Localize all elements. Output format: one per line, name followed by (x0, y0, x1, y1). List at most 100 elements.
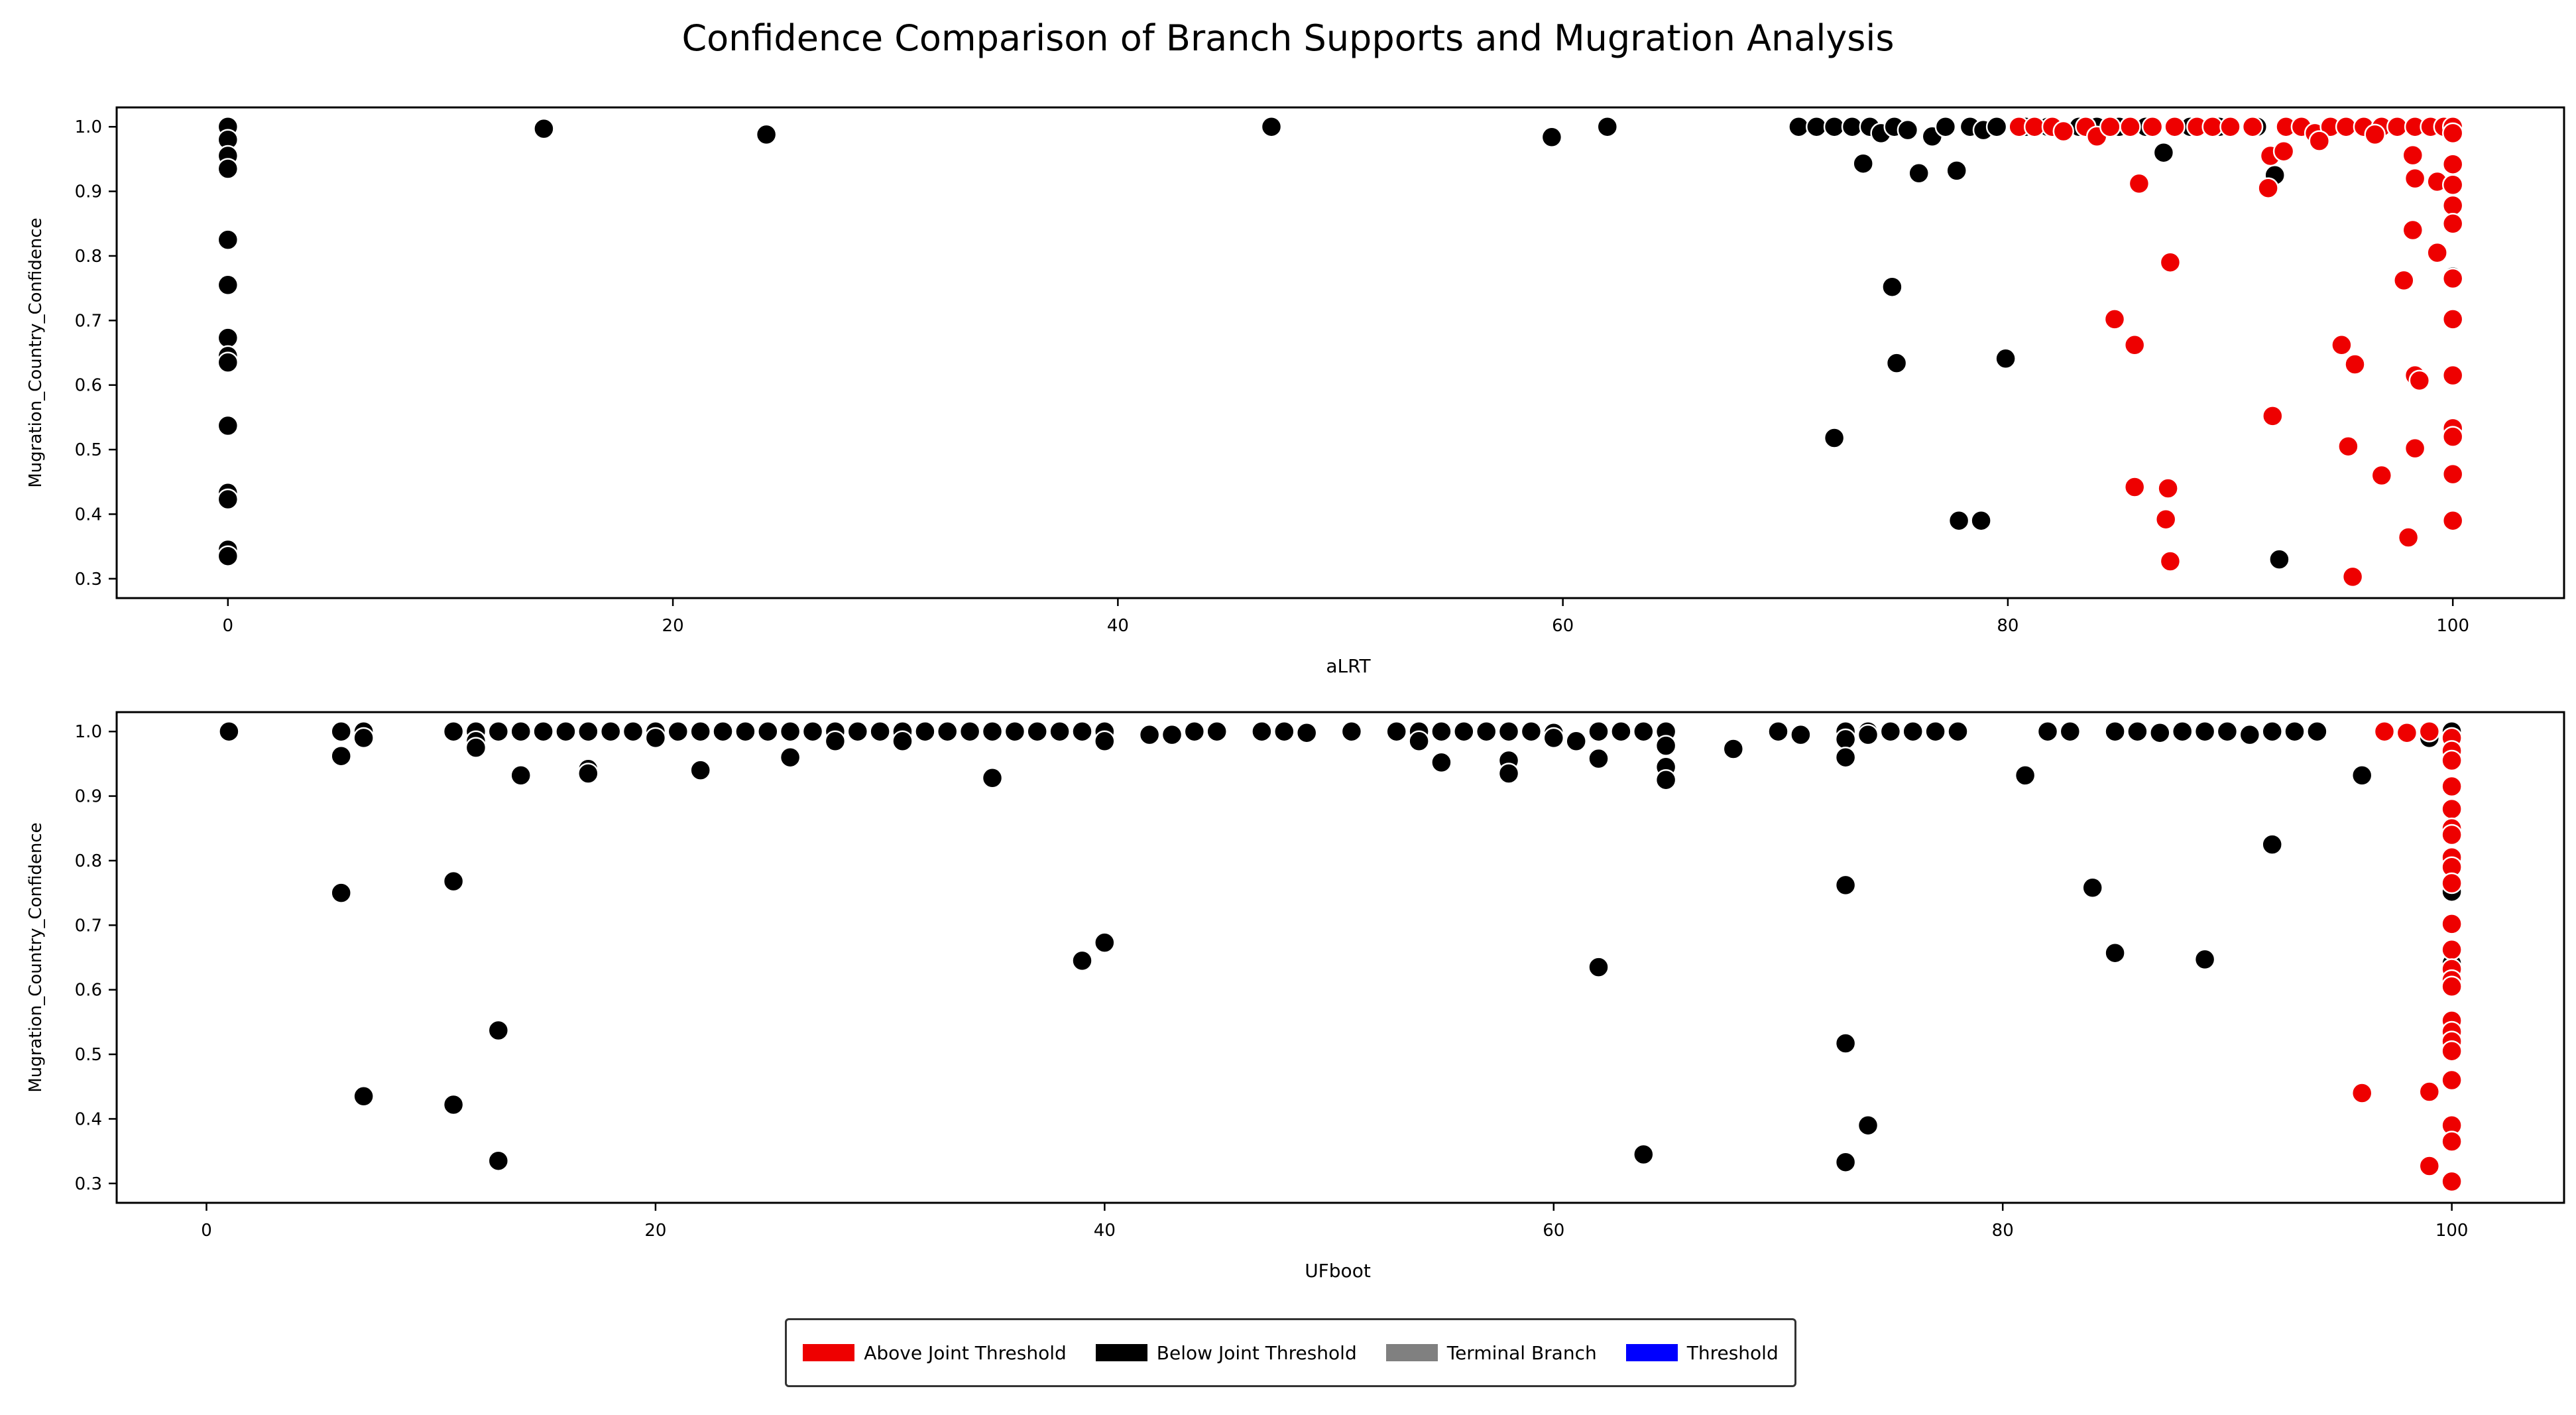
data-point (1902, 720, 1924, 743)
legend-label-above: Above Joint Threshold (864, 1341, 1067, 1364)
plot-frame (115, 711, 2565, 1204)
data-point (2441, 1170, 2463, 1193)
y-tick-label: 1.0 (75, 722, 102, 742)
data-point (217, 274, 239, 296)
data-point (2441, 426, 2464, 448)
y-tick-label: 0.6 (75, 376, 102, 396)
data-point (1071, 950, 1093, 972)
data-point (1934, 115, 1957, 138)
data-point (2341, 566, 2364, 588)
data-point (914, 720, 936, 743)
data-point (2386, 115, 2408, 138)
data-point (2123, 476, 2146, 498)
y-tick-label: 0.8 (75, 851, 102, 871)
data-point (1206, 720, 1228, 743)
data-point (353, 1085, 375, 1107)
data-point (1633, 720, 1655, 743)
data-point (1834, 874, 1857, 896)
data-point (1881, 276, 1903, 298)
data-point (330, 720, 352, 743)
data-point (2171, 720, 2194, 743)
data-point (1071, 720, 1093, 743)
y-tick-label: 0.7 (75, 916, 102, 936)
data-point (2396, 721, 2418, 744)
data-point (1946, 160, 1967, 182)
data-point (2418, 720, 2441, 743)
data-point (689, 720, 711, 743)
data-point (1885, 352, 1908, 374)
data-point (2216, 720, 2239, 743)
data-point (577, 763, 599, 784)
data-point (1497, 763, 1520, 784)
data-point (2159, 251, 2182, 273)
chart-panel-2: 0 20 40 60 80 100 0.3 0.4 0.5 0.6 0.7 0.8 0.9 1.0 UFbo… (26, 711, 2565, 1282)
data-point (2371, 464, 2393, 487)
data-point (1295, 721, 1318, 744)
data-point (2239, 723, 2261, 746)
y-tick-label: 0.4 (75, 1109, 102, 1129)
data-point (1852, 153, 1874, 174)
y-axis-label: Mugration_Country_Confidence (26, 822, 46, 1092)
data-point (1161, 723, 1183, 746)
figure-title: Confidence Comparison of Branch Supports… (681, 17, 1895, 59)
data-point (1596, 115, 1619, 138)
legend-swatch-terminal (1385, 1344, 1438, 1361)
data-point (1985, 115, 2008, 138)
data-point (2104, 720, 2126, 743)
data-point (2351, 1082, 2373, 1104)
data-point (555, 720, 577, 743)
data-point (2081, 877, 2103, 899)
data-point (667, 720, 689, 743)
data-point (2441, 1069, 2463, 1091)
data-point (1948, 509, 1970, 532)
data-point (217, 229, 239, 251)
data-point (465, 737, 487, 759)
data-point (487, 720, 510, 743)
x-tick-label: 0 (201, 1221, 212, 1241)
data-point (622, 720, 644, 743)
plot-frame (115, 106, 2565, 599)
data-point (2373, 720, 2396, 743)
data-point (330, 882, 352, 904)
data-point (1431, 720, 1452, 743)
data-point (442, 720, 465, 743)
data-point (2123, 334, 2146, 356)
data-point (847, 720, 869, 743)
data-point (2331, 334, 2353, 356)
y-tick-label: 0.5 (75, 1045, 102, 1065)
data-point (2104, 942, 2126, 964)
data-point (869, 720, 891, 743)
data-point (2441, 798, 2463, 820)
data-point (1049, 720, 1071, 743)
series-below-joint-threshold (218, 720, 2463, 1173)
x-tick-label: 40 (1094, 1221, 1116, 1241)
chart-panel-1: 0 20 40 60 80 100 0.3 0.4 0.5 0.6 0.7 0.8 0.9 1.0 aLRT… (26, 106, 2565, 677)
data-point (1834, 1151, 1857, 1173)
data-point (2441, 509, 2464, 532)
data-point (1924, 720, 1946, 743)
data-point (2335, 115, 2357, 138)
data-point (2441, 775, 2463, 798)
data-point (1475, 720, 1497, 743)
data-point (2393, 269, 2415, 292)
legend: Above Joint Threshold Below Joint Thresh… (785, 1318, 1796, 1387)
data-point (2268, 548, 2290, 570)
data-point (1823, 427, 1845, 449)
data-point (1767, 720, 1789, 743)
data-point (779, 746, 801, 769)
data-point (2036, 720, 2059, 743)
data-point (734, 720, 756, 743)
data-point (2441, 463, 2464, 485)
data-point (981, 767, 1004, 789)
data-point (2441, 824, 2463, 846)
y-tick-label: 0.5 (75, 440, 102, 460)
data-point (1138, 723, 1161, 746)
data-point (2408, 369, 2431, 392)
data-point (2441, 939, 2463, 961)
y-tick-label: 0.6 (75, 981, 102, 1001)
data-point (1565, 730, 1587, 753)
data-point (2418, 1155, 2441, 1177)
legend-swatch-below (1095, 1344, 1147, 1361)
data-point (532, 720, 554, 743)
data-point (1004, 720, 1026, 743)
